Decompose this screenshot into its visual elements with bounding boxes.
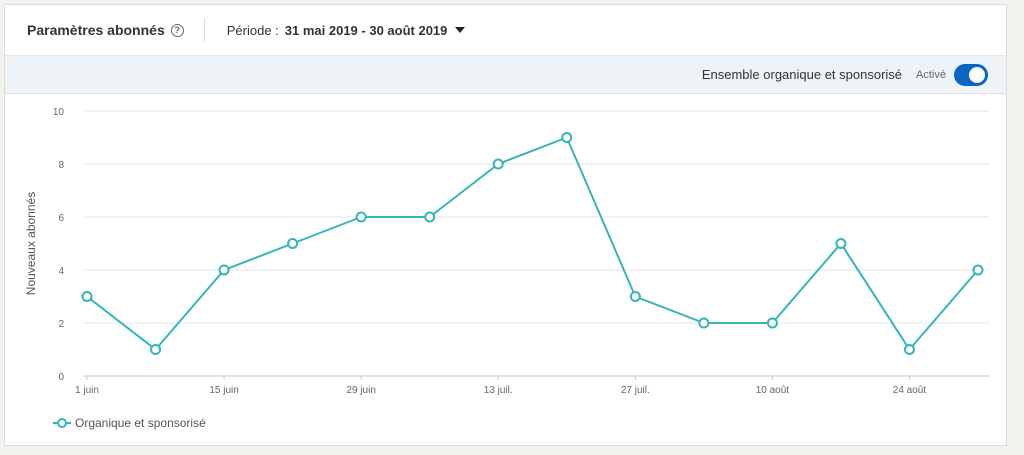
y-tick-label: 10 xyxy=(53,107,65,118)
x-tick-label: 29 juin xyxy=(346,385,375,396)
legend-label: Organique et sponsorisé xyxy=(75,416,206,430)
x-tick-label: 13 juil. xyxy=(484,385,513,396)
x-tick-label: 10 août xyxy=(756,385,790,396)
data-point xyxy=(492,158,504,170)
data-point xyxy=(629,291,641,302)
line-chart: 0 2 4 6 8 10 1 juin 15 juin 29 juin 13 juil. 27 ju… xyxy=(24,107,990,396)
data-point xyxy=(287,238,299,249)
y-axis-label: Nouveaux abonnés xyxy=(24,192,38,295)
period-value: 31 mai 2019 - 30 août 2019 xyxy=(284,22,448,38)
card-header: Paramètres abonnés ? Période : 31 mai 20… xyxy=(5,5,1006,56)
data-point xyxy=(766,317,778,329)
period-dropdown[interactable]: Période : 31 mai 2019 - 30 août 2019 xyxy=(227,23,466,38)
caret-down-icon xyxy=(455,27,466,33)
data-point xyxy=(150,344,162,355)
y-tick-label: 2 xyxy=(58,319,64,330)
y-tick-label: 6 xyxy=(58,213,64,224)
x-tick-label: 1 juin xyxy=(75,385,99,396)
y-tick-label: 4 xyxy=(58,266,64,277)
x-tick-label: 27 juil. xyxy=(621,385,650,396)
filter-bar: Ensemble organique et sponsorisé Activé xyxy=(5,56,1006,94)
y-tick-label: 0 xyxy=(58,372,64,383)
toggle-switch[interactable] xyxy=(954,63,988,86)
data-point xyxy=(903,344,915,355)
toggle-knob xyxy=(969,66,985,83)
legend-marker-icon xyxy=(53,418,71,428)
help-icon[interactable]: ? xyxy=(170,23,184,37)
data-point xyxy=(218,264,230,276)
data-point xyxy=(81,291,93,302)
data-point xyxy=(561,132,573,143)
data-point xyxy=(972,264,984,276)
series-line xyxy=(86,136,979,351)
x-tick-label: 15 juin xyxy=(209,385,238,396)
toggle-label: Activé xyxy=(916,68,946,81)
card-title: Paramètres abonnés ? xyxy=(27,22,184,38)
header-divider xyxy=(203,18,205,42)
data-point xyxy=(424,211,436,223)
data-point xyxy=(835,238,847,249)
card-title-text: Paramètres abonnés xyxy=(27,22,165,38)
chart-legend[interactable]: Organique et sponsorisé xyxy=(53,416,206,430)
x-tick-label: 24 août xyxy=(893,385,927,396)
data-point xyxy=(355,211,367,223)
metric-label: Ensemble organique et sponsorisé xyxy=(701,67,903,82)
followers-card: Paramètres abonnés ? Période : 31 mai 20… xyxy=(4,4,1007,446)
data-point xyxy=(698,317,710,329)
y-tick-label: 8 xyxy=(58,160,64,171)
period-label: Période : xyxy=(226,22,279,38)
